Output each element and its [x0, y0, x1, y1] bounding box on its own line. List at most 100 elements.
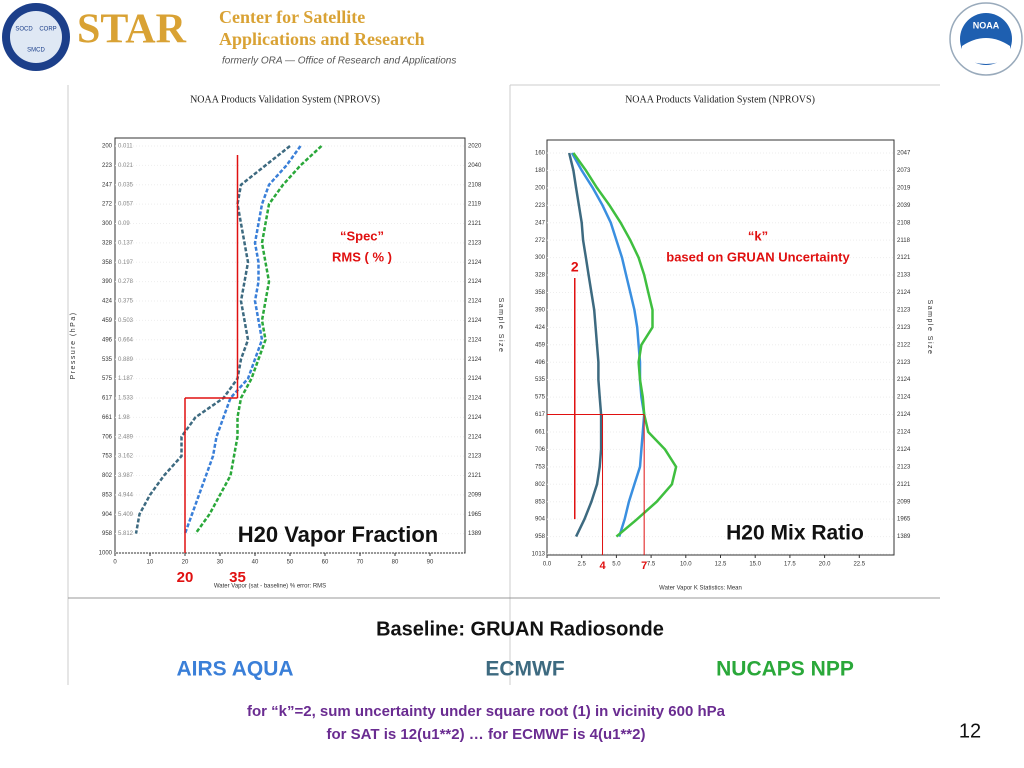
- legend-entry: ECMWF: [485, 658, 564, 681]
- y-tick-label: 958: [102, 531, 113, 537]
- x-tick-label: 17.5: [784, 562, 796, 568]
- y-tick-label: 160: [535, 151, 546, 157]
- x-tick-label: 70: [357, 560, 364, 566]
- y-tick-label: 223: [535, 203, 546, 209]
- header-line: Center for Satellite: [219, 7, 365, 27]
- y-tick-label: 247: [102, 182, 113, 188]
- y2-tick-label: 2124: [468, 318, 482, 324]
- annotation: “k”: [748, 228, 768, 243]
- x-tick-label: 90: [427, 560, 434, 566]
- y-tick-label: 358: [102, 260, 113, 266]
- baseline: Baseline: GRUAN Radiosonde: [376, 618, 664, 640]
- y2-tick-label: 1965: [897, 517, 911, 523]
- y-tick-label: 753: [102, 454, 113, 460]
- level-error-label: 0.035: [118, 182, 134, 188]
- y-tick-label: 272: [535, 238, 546, 244]
- level-error-label: 3.162: [118, 454, 134, 460]
- y2-tick-label: 1389: [468, 531, 482, 537]
- chart-title: NOAA Products Validation System (NPROVS): [190, 94, 380, 105]
- footnote: for “k”=2, sum uncertainty under square …: [247, 703, 726, 720]
- header: SOCD CORP SMCD STAR Center for Satellite…: [2, 2, 1023, 76]
- y2-tick-label: 2122: [897, 342, 911, 348]
- y-tick-label: 1013: [532, 552, 546, 558]
- y2-tick-label: 2108: [468, 182, 482, 188]
- y-tick-label: 424: [102, 299, 113, 305]
- y2-tick-label: 2123: [897, 360, 911, 366]
- y2-tick-label: 2124: [468, 279, 482, 285]
- y2-tick-label: 2020: [468, 144, 482, 150]
- annotation: “Spec”: [340, 228, 384, 243]
- seal-label: SMCD: [27, 48, 45, 54]
- header-line: Applications and Research: [219, 29, 425, 49]
- y2-tick-label: 2121: [468, 473, 482, 479]
- y-tick-label: 459: [535, 342, 546, 348]
- plot-frame: [546, 139, 895, 556]
- reference-label: 4: [599, 560, 606, 572]
- y2-tick-label: 2123: [897, 307, 911, 313]
- k-label: 2: [571, 259, 579, 275]
- y-tick-label: 535: [535, 377, 546, 383]
- y-tick-label: 706: [102, 434, 113, 440]
- seal-label: CORP: [39, 27, 56, 33]
- y-tick-label: 753: [535, 464, 546, 470]
- y2-tick-label: 1965: [468, 512, 482, 518]
- level-error-label: 0.137: [118, 240, 134, 246]
- x-tick-label: 22.5: [853, 562, 865, 568]
- chart-name: H20 Mix Ratio: [726, 522, 864, 545]
- y2-tick-label: 2124: [897, 377, 911, 383]
- level-error-label: 0.503: [118, 318, 134, 324]
- y-tick-label: 535: [102, 357, 113, 363]
- y2-tick-label: 2124: [897, 412, 911, 418]
- y2-tick-label: 2124: [897, 290, 911, 296]
- y2-tick-label: 2121: [468, 221, 482, 227]
- y2-tick-label: 2099: [468, 492, 482, 498]
- page-number: 12: [959, 720, 981, 742]
- y2-tick-label: 2124: [468, 260, 482, 266]
- level-error-label: 0.278: [118, 279, 134, 285]
- y2-tick-label: 2124: [468, 357, 482, 363]
- header-subtitle: formerly ORA — Office of Research and Ap…: [222, 56, 456, 67]
- y-tick-label: 358: [535, 290, 546, 296]
- x-tick-label: 80: [392, 560, 399, 566]
- y-tick-label: 496: [102, 337, 113, 343]
- annotation: RMS ( % ): [332, 249, 392, 264]
- y2-axis-label: Sample Size: [926, 300, 933, 356]
- y2-tick-label: 2108: [897, 220, 911, 226]
- y2-tick-label: 2124: [468, 337, 482, 343]
- y-tick-label: 328: [102, 240, 113, 246]
- level-error-label: 3.987: [118, 473, 134, 479]
- series-line: [567, 152, 603, 538]
- x-tick-label: 60: [322, 560, 329, 566]
- level-error-label: 0.09: [118, 221, 130, 227]
- y2-tick-label: 2123: [468, 240, 482, 246]
- x-tick-label: 5.0: [612, 562, 621, 568]
- y-tick-label: 459: [102, 318, 113, 324]
- reference-label: 35: [229, 569, 246, 586]
- y2-tick-label: 2123: [468, 454, 482, 460]
- series-line: [194, 145, 323, 535]
- y2-tick-label: 2124: [468, 434, 482, 440]
- level-error-label: 0.889: [118, 357, 134, 363]
- level-error-label: 4.944: [118, 492, 134, 498]
- annotation: based on GRUAN Uncertainty: [666, 249, 850, 264]
- y2-tick-label: 2121: [897, 255, 911, 261]
- level-error-label: 5.409: [118, 512, 134, 518]
- star-wordmark: STAR: [77, 7, 187, 53]
- y-tick-label: 300: [535, 255, 546, 261]
- y2-tick-label: 2039: [897, 203, 911, 209]
- y2-tick-label: 2124: [468, 415, 482, 421]
- x-tick-label: 7.5: [647, 562, 656, 568]
- legend: AIRS AQUA ECMWF NUCAPS NPP: [176, 658, 853, 681]
- y-tick-label: 958: [535, 534, 546, 540]
- y-tick-label: 904: [102, 512, 113, 518]
- y2-axis-label: Sample Size: [497, 298, 504, 354]
- y2-tick-label: 2133: [897, 273, 911, 279]
- charts: NOAA Products Validation System (NPROVS)…: [70, 94, 933, 591]
- y2-tick-label: 2073: [897, 168, 911, 174]
- level-error-label: 1.533: [118, 396, 134, 402]
- level-error-label: 1.187: [118, 376, 134, 382]
- level-error-label: 0.057: [118, 202, 134, 208]
- level-error-label: 0.375: [118, 299, 134, 305]
- level-error-label: 0.021: [118, 163, 134, 169]
- level-error-label: 5.812: [118, 531, 134, 537]
